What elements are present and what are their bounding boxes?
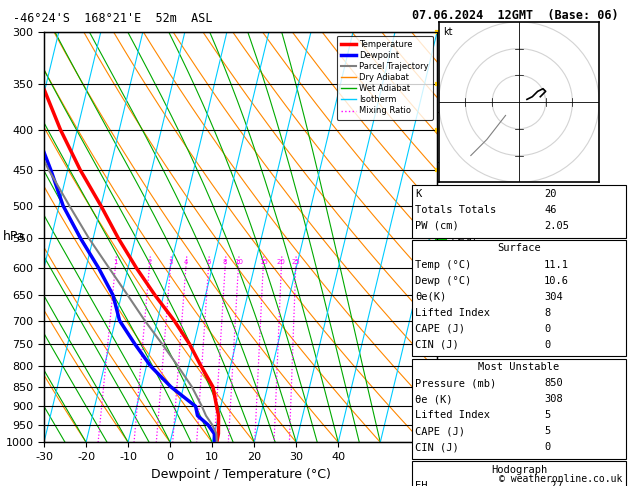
Text: CIN (J): CIN (J) xyxy=(415,340,459,350)
Text: CAPE (J): CAPE (J) xyxy=(415,426,465,436)
Text: 8: 8 xyxy=(544,308,550,318)
Text: 25: 25 xyxy=(291,259,300,265)
Text: Most Unstable: Most Unstable xyxy=(478,362,560,372)
Text: 4: 4 xyxy=(184,259,188,265)
Legend: Temperature, Dewpoint, Parcel Trajectory, Dry Adiabat, Wet Adiabat, Isotherm, Mi: Temperature, Dewpoint, Parcel Trajectory… xyxy=(337,36,433,120)
Text: Totals Totals: Totals Totals xyxy=(415,205,496,215)
Text: 2.05: 2.05 xyxy=(544,221,569,231)
Text: 15: 15 xyxy=(259,259,267,265)
Text: LCL: LCL xyxy=(420,446,437,456)
Text: Pressure (mb): Pressure (mb) xyxy=(415,378,496,388)
Text: 07.06.2024  12GMT  (Base: 06): 07.06.2024 12GMT (Base: 06) xyxy=(412,9,618,22)
Text: 5: 5 xyxy=(544,410,550,420)
X-axis label: Dewpoint / Temperature (°C): Dewpoint / Temperature (°C) xyxy=(151,468,330,481)
Text: © weatheronline.co.uk: © weatheronline.co.uk xyxy=(499,473,623,484)
Text: 8: 8 xyxy=(223,259,228,265)
Text: Temp (°C): Temp (°C) xyxy=(415,260,471,270)
Text: -27: -27 xyxy=(544,481,563,486)
Text: 0: 0 xyxy=(544,340,550,350)
Text: Dewp (°C): Dewp (°C) xyxy=(415,276,471,286)
Text: 5: 5 xyxy=(544,426,550,436)
Text: 20: 20 xyxy=(277,259,286,265)
Text: CAPE (J): CAPE (J) xyxy=(415,324,465,334)
Text: hPa: hPa xyxy=(3,230,26,243)
Text: Surface: Surface xyxy=(497,243,541,254)
Y-axis label: km
ASL: km ASL xyxy=(456,226,477,247)
Text: 6: 6 xyxy=(206,259,211,265)
Text: 308: 308 xyxy=(544,394,563,404)
Text: 20: 20 xyxy=(544,189,557,199)
Text: PW (cm): PW (cm) xyxy=(415,221,459,231)
Text: 0: 0 xyxy=(544,442,550,452)
Text: 11.1: 11.1 xyxy=(544,260,569,270)
Text: 10.6: 10.6 xyxy=(544,276,569,286)
Text: 850: 850 xyxy=(544,378,563,388)
Text: 304: 304 xyxy=(544,292,563,302)
Text: CIN (J): CIN (J) xyxy=(415,442,459,452)
Text: Lifted Index: Lifted Index xyxy=(415,410,490,420)
Text: 10: 10 xyxy=(234,259,243,265)
Text: θe(K): θe(K) xyxy=(415,292,447,302)
Text: Lifted Index: Lifted Index xyxy=(415,308,490,318)
Text: EH: EH xyxy=(415,481,428,486)
Text: 46: 46 xyxy=(544,205,557,215)
Text: θe (K): θe (K) xyxy=(415,394,453,404)
Text: -46°24'S  168°21'E  52m  ASL: -46°24'S 168°21'E 52m ASL xyxy=(13,12,212,25)
Text: K: K xyxy=(415,189,421,199)
Text: kt: kt xyxy=(443,27,453,36)
Text: 3: 3 xyxy=(169,259,173,265)
Text: 0: 0 xyxy=(544,324,550,334)
Text: 2: 2 xyxy=(147,259,152,265)
Text: Hodograph: Hodograph xyxy=(491,465,547,475)
Text: 1: 1 xyxy=(113,259,118,265)
